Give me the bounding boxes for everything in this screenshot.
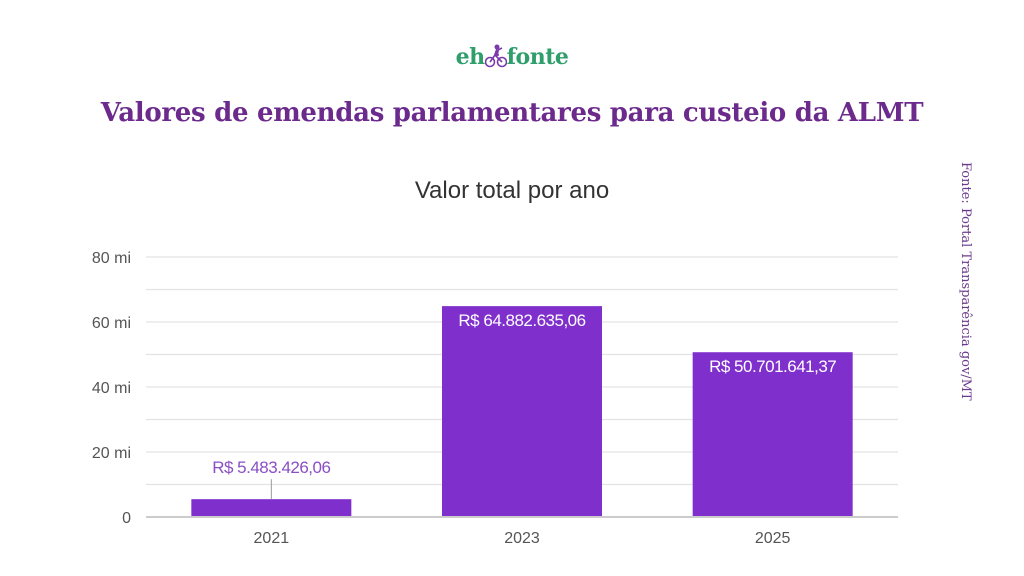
x-tick-label: 2025: [755, 530, 791, 547]
data-label: R$ 50.701.641,37: [709, 357, 836, 376]
data-label: R$ 5.483.426,06: [212, 458, 330, 477]
bar-2021: [191, 499, 352, 517]
source-note: Fonte: Portal Transparência gov/MT: [958, 162, 973, 401]
logo-text-right: fonte: [506, 44, 569, 70]
x-tick-label: 2021: [254, 530, 290, 547]
y-tick-label: 80 mi: [92, 250, 131, 267]
logo-text-left: eh: [455, 44, 486, 70]
brand-logo: eh fonte: [0, 44, 1024, 70]
bar-2023: [442, 306, 602, 517]
y-tick-label: 0: [122, 510, 131, 527]
y-tick-label: 60 mi: [92, 315, 131, 332]
headline: Valores de emendas parlamentares para cu…: [100, 98, 924, 128]
x-tick-label: 2023: [504, 530, 540, 547]
data-label: R$ 64.882.635,06: [458, 311, 585, 330]
cyclist-icon: [484, 44, 507, 68]
y-tick-label: 20 mi: [92, 445, 131, 462]
chart-title: Valor total por ano: [414, 177, 610, 204]
y-tick-label: 40 mi: [92, 380, 131, 397]
bar-2025: [692, 352, 853, 517]
